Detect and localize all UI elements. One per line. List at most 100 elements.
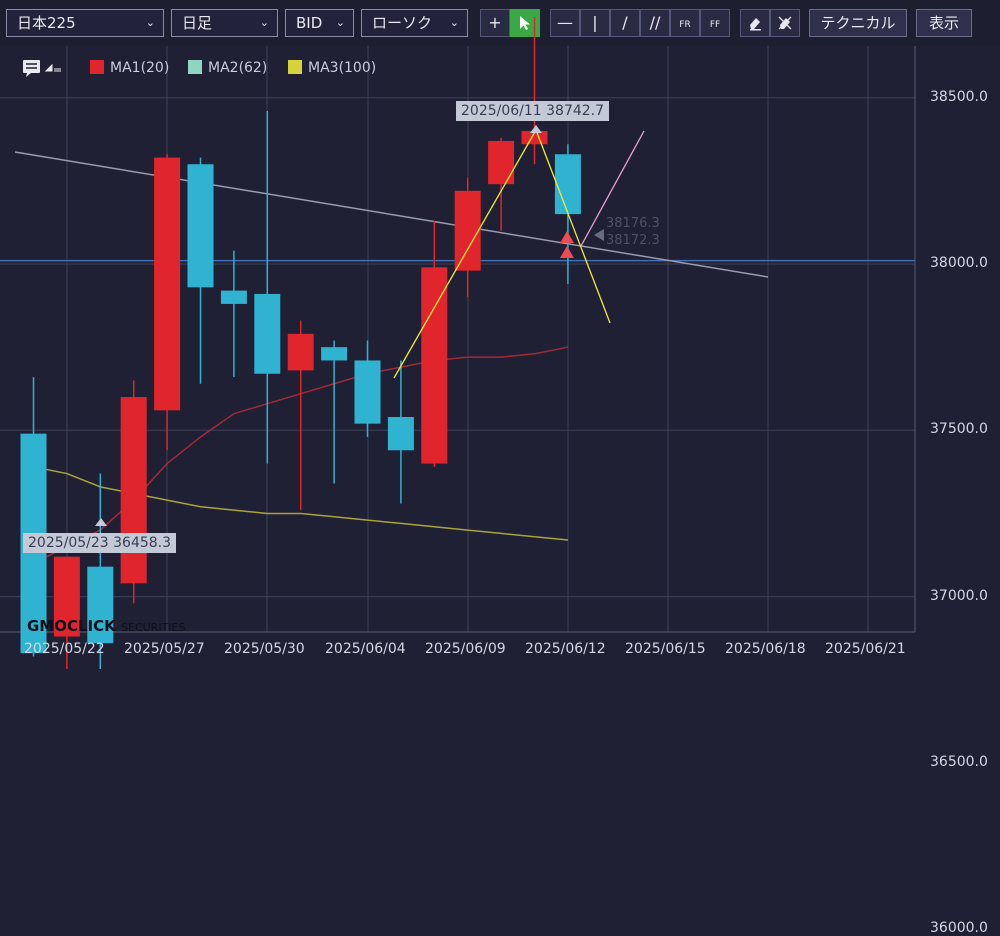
legend-ma3-label: MA3(100)	[308, 60, 377, 76]
high-marker	[530, 125, 542, 133]
high-price-label: 2025/06/11 38742.7	[456, 101, 610, 121]
x-tick-label: 2025/06/12	[525, 641, 606, 657]
ma1-swatch	[90, 60, 104, 74]
candle-body	[154, 157, 181, 411]
candle	[20, 377, 47, 657]
candle-body	[354, 360, 381, 424]
vertical-line-icon: |	[592, 13, 598, 32]
y-tick-label: 38500.0	[930, 88, 988, 105]
y-tick-label: 37000.0	[930, 587, 988, 604]
x-tick-label: 2025/06/18	[725, 641, 806, 657]
low-price-label: 2025/05/23 36458.3	[23, 533, 177, 553]
legend-ma3[interactable]: MA3(100)	[288, 60, 376, 76]
x-tick-label: 2025/05/30	[224, 641, 305, 657]
parallel-line-icon: //	[649, 13, 661, 32]
chart-marks	[0, 16, 915, 669]
candle-body	[287, 333, 314, 371]
erase-all-button[interactable]	[770, 9, 800, 37]
symbol-select[interactable]: 日本225 ⌄	[6, 9, 164, 37]
candle-body	[254, 293, 281, 374]
price-arrow	[594, 229, 604, 241]
x-tick-label: 2025/06/21	[825, 641, 906, 657]
horizontal-line-tool[interactable]: —	[550, 9, 580, 37]
cursor-arrow-icon	[520, 16, 530, 30]
chevron-down-icon: ⌄	[145, 16, 155, 29]
legend-ma2[interactable]: MA2(62)	[188, 60, 267, 76]
brand-main: GMOCLICK	[27, 617, 116, 635]
fibonacci-retracement-tool[interactable]: FR	[670, 9, 700, 37]
legend-ma1-label: MA1(20)	[110, 60, 170, 76]
erase-all-icon	[778, 16, 792, 30]
y-tick-label: 36500.0	[930, 753, 988, 770]
legend-ma2-label: MA2(62)	[208, 60, 268, 76]
drawn-line-up	[393, 129, 537, 379]
drawn-line-pink	[580, 130, 645, 247]
candle	[187, 157, 214, 384]
y-tick-label: 36000.0	[930, 920, 988, 936]
horizontal-line-icon: —	[557, 13, 573, 32]
y-tick-label: 37500.0	[930, 421, 988, 438]
fibonacci-retracement-icon: FR	[679, 20, 691, 30]
comment-icon[interactable]	[22, 59, 62, 81]
candle-body	[53, 556, 80, 637]
toolbar: 日本225 ⌄ 日足 ⌄ BID ⌄ ローソク ⌄ + — | / // FR …	[0, 0, 1000, 46]
chart-style-select-value: ローソク	[372, 14, 433, 32]
x-tick-label: 2025/06/09	[425, 641, 506, 657]
candle	[287, 320, 314, 511]
candle-body	[421, 267, 448, 464]
chevron-down-icon: ⌄	[335, 16, 345, 29]
price-chart[interactable]	[0, 0, 1000, 669]
eraser-icon	[750, 18, 761, 31]
vertical-line-tool[interactable]: |	[580, 9, 610, 37]
candle-body	[321, 347, 348, 361]
period-select-value: 日足	[182, 14, 213, 32]
candle	[421, 220, 448, 467]
price-type-select[interactable]: BID ⌄	[285, 9, 354, 37]
price-mark-1: 38176.3	[606, 216, 660, 231]
candle-body	[488, 140, 515, 185]
crosshair-button[interactable]: +	[480, 9, 510, 37]
x-tick-label: 2025/05/22	[24, 641, 105, 657]
symbol-select-value: 日本225	[17, 14, 76, 32]
x-tick-label: 2025/05/27	[124, 641, 205, 657]
candle-body	[187, 164, 214, 288]
chevron-down-icon: ⌄	[449, 16, 459, 29]
signal-arrow	[560, 231, 574, 243]
period-select[interactable]: 日足 ⌄	[171, 9, 278, 37]
chevron-down-icon: ⌄	[259, 16, 269, 29]
candle-body	[521, 130, 548, 145]
candle	[354, 340, 381, 437]
x-tick-label: 2025/06/15	[625, 641, 706, 657]
candle	[521, 16, 548, 165]
price-mark-2: 38172.3	[606, 233, 660, 248]
candle-body	[387, 416, 414, 451]
x-tick-label: 2025/06/04	[325, 641, 406, 657]
eraser-button[interactable]	[740, 9, 770, 37]
brand-sub: SECURITIES	[121, 621, 186, 634]
candle	[53, 556, 80, 669]
candle	[254, 111, 281, 464]
trend-line-icon: /	[622, 13, 628, 32]
brand-logo: GMOCLICK SECURITIES	[27, 617, 185, 635]
chart-style-select[interactable]: ローソク ⌄	[361, 9, 468, 37]
parallel-line-tool[interactable]: //	[640, 9, 670, 37]
candle	[321, 340, 348, 484]
ma3-swatch	[288, 60, 302, 74]
crosshair-icon: +	[488, 13, 502, 32]
price-type-select-value: BID	[296, 14, 323, 32]
legend-ma1[interactable]: MA1(20)	[90, 60, 169, 76]
candle	[454, 177, 481, 298]
trend-line-tool[interactable]: /	[610, 9, 640, 37]
candle-body	[120, 397, 147, 584]
fibonacci-fan-icon: FF	[709, 20, 721, 30]
fibonacci-fan-tool[interactable]: FF	[700, 9, 730, 37]
candle	[220, 250, 247, 378]
low-marker	[95, 518, 107, 526]
y-tick-label: 38000.0	[930, 255, 988, 271]
display-button[interactable]: 表示	[916, 9, 972, 37]
trend-line	[14, 151, 769, 278]
candle	[154, 154, 181, 451]
technical-button[interactable]: テクニカル	[809, 9, 907, 37]
candle-body	[87, 566, 114, 644]
